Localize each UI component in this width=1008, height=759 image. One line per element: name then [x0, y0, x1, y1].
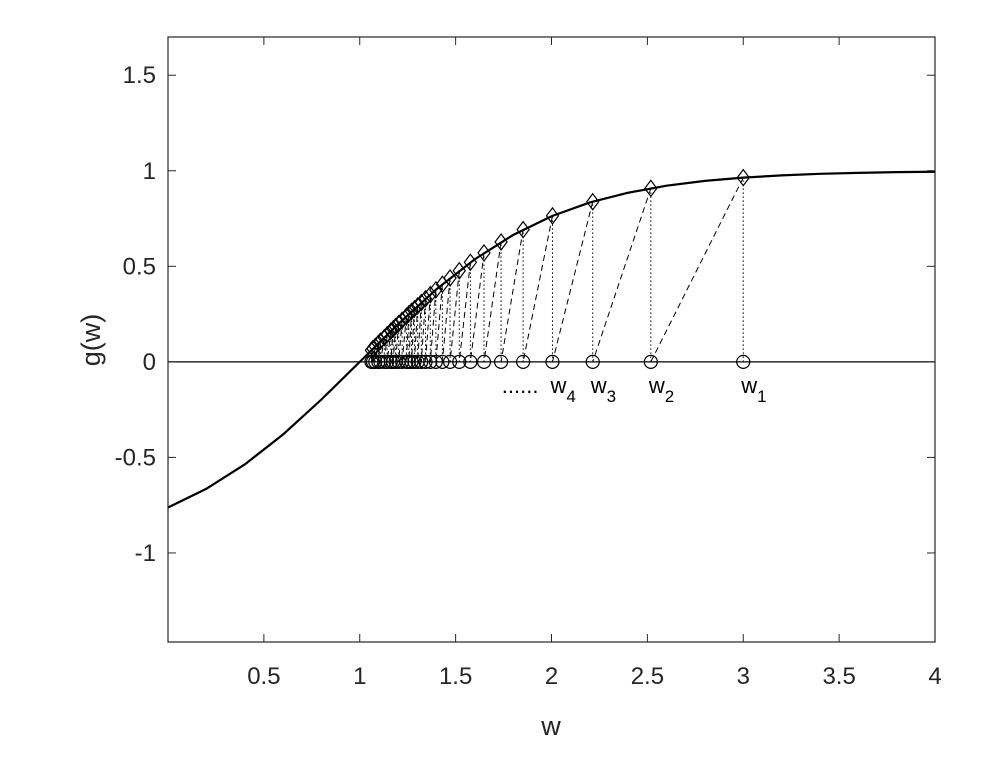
annotation-subscript: 1 — [757, 387, 766, 406]
secant-connector — [425, 294, 431, 362]
iterate-circle — [380, 354, 395, 369]
y-axis-label: g(w) — [76, 314, 106, 367]
secant-connector — [401, 316, 407, 362]
secant-connector — [483, 241, 502, 362]
x-tick-label: 0.5 — [247, 663, 280, 690]
iterate-diamond — [414, 293, 429, 312]
iterate-diamond — [435, 275, 450, 294]
iterate-diamond — [644, 179, 658, 198]
iterate-circle — [493, 354, 509, 369]
secant-connector — [429, 289, 437, 362]
iterate-diamond — [585, 192, 600, 211]
iterate-diamond — [371, 334, 386, 353]
iterate-circle — [442, 354, 458, 369]
x-tick-label: 1.5 — [439, 663, 472, 690]
annotation-subscript: 2 — [665, 387, 674, 406]
iterate-circle — [395, 354, 410, 369]
secant-connector — [650, 177, 744, 363]
iterate-circle — [736, 354, 751, 369]
x-tick-label: 3 — [737, 663, 750, 690]
iterate-circle — [643, 354, 658, 369]
x-tick-label: 4 — [928, 663, 941, 690]
y-tick-label: 1.5 — [123, 62, 156, 89]
iterate-diamond — [404, 302, 419, 321]
iterate-circle — [476, 354, 492, 369]
iterate-diamond — [545, 206, 560, 225]
iterate-circle — [435, 354, 450, 369]
secant-connector — [441, 277, 451, 362]
secant-connector — [592, 188, 652, 363]
iterate-diamond — [395, 311, 409, 330]
x-tick-label: 2.5 — [631, 663, 664, 690]
secant-connector — [405, 313, 410, 362]
secant-connector — [435, 284, 443, 362]
annotation: w4 — [549, 373, 575, 406]
annotation-subscript: 3 — [607, 387, 616, 406]
iterate-circle — [452, 354, 467, 369]
iterate-diamond — [429, 280, 443, 299]
secant-connector — [372, 346, 376, 362]
annotation-subscript: 4 — [566, 387, 575, 406]
annotation: w3 — [590, 373, 616, 406]
iterate-diamond — [516, 220, 530, 239]
iterate-circle — [410, 354, 425, 369]
iterate-diamond — [494, 233, 508, 252]
secant-connector — [449, 270, 460, 362]
secant-connector — [551, 201, 594, 362]
annotation-base: w — [740, 373, 757, 398]
x-axis-label: w — [540, 711, 561, 741]
secant-connector — [500, 229, 524, 362]
annotation-base: w — [648, 373, 665, 398]
x-tick-label: 3.5 — [822, 663, 855, 690]
iterate-diamond — [399, 307, 414, 326]
iterate-diamond — [463, 253, 478, 272]
iterate-circle — [407, 354, 422, 369]
iterate-circle — [428, 354, 443, 369]
iterate-diamond — [418, 289, 433, 308]
secant-connector — [458, 262, 471, 362]
secant-connector — [469, 252, 485, 362]
iterate-circle — [364, 354, 379, 369]
y-tick-label: 0.5 — [123, 253, 156, 280]
y-tick-label: 0 — [143, 349, 156, 376]
iterate-diamond — [407, 299, 422, 318]
annotation: w1 — [740, 373, 766, 406]
y-tick-label: -0.5 — [115, 444, 156, 471]
iterate-circle — [391, 354, 406, 369]
iterate-circle — [516, 354, 531, 369]
iterate-diamond — [477, 243, 491, 262]
iterate-diamond — [391, 314, 406, 333]
iterate-diamond — [384, 322, 398, 341]
iterate-diamond — [452, 261, 467, 280]
iterate-diamond — [443, 268, 457, 287]
annotation: w2 — [648, 373, 674, 406]
y-tick-label: -1 — [135, 540, 156, 567]
iterate-diamond — [364, 341, 379, 360]
iterate-diamond — [736, 168, 750, 187]
annotation-base: w — [549, 373, 566, 398]
iterate-circle — [545, 354, 560, 369]
iterate-circle — [418, 354, 433, 369]
iterate-circle — [371, 354, 386, 369]
annotation-ellipsis: ...... — [502, 373, 539, 398]
x-tick-label: 1 — [353, 663, 366, 690]
y-tick-label: 1 — [143, 158, 156, 185]
x-tick-label: 2 — [545, 663, 558, 690]
secant-connector — [420, 298, 427, 362]
iterate-diamond — [410, 296, 425, 315]
iterate-circle — [463, 354, 478, 369]
iterate-circle — [585, 354, 600, 369]
secant-connector — [522, 215, 553, 362]
annotation-base: w — [590, 373, 607, 398]
curve — [167, 170, 936, 509]
iterate-diamond — [377, 328, 392, 347]
